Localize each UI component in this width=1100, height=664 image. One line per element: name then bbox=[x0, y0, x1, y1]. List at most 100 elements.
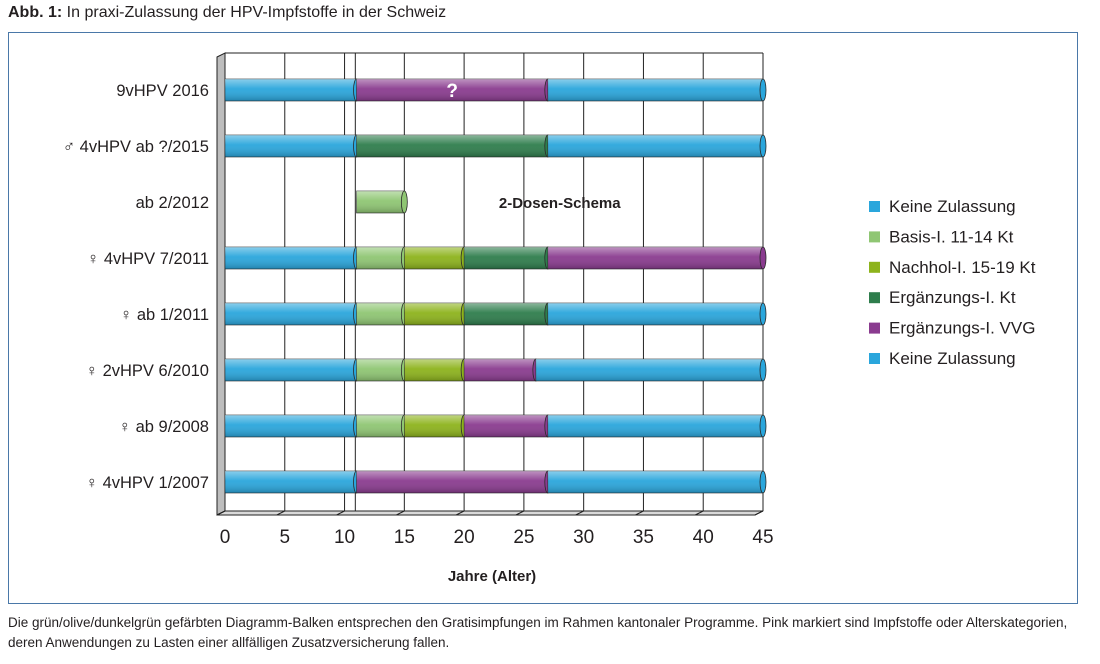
x-tick-label: 10 bbox=[334, 527, 355, 548]
bar-segment-shade bbox=[356, 191, 405, 213]
legend-item: Nachhol-I. 15-19 Kt bbox=[869, 258, 1036, 277]
figure-caption: Die grün/olive/dunkelgrün gefärbten Diag… bbox=[8, 615, 1068, 650]
bar-segment-shade bbox=[356, 135, 548, 157]
bar-segment-shade bbox=[225, 79, 357, 101]
y-tick-label: ♀ ab 1/2011 bbox=[120, 306, 209, 324]
bar-segment-shade bbox=[464, 247, 548, 269]
bar-segment-shade bbox=[225, 415, 357, 437]
legend-swatch bbox=[869, 322, 880, 334]
bar-segment-shade bbox=[225, 303, 357, 325]
bar-row bbox=[224, 358, 767, 382]
bar-cap bbox=[759, 358, 767, 382]
x-tick-label: 0 bbox=[220, 527, 231, 548]
bar-segment-shade bbox=[225, 247, 357, 269]
bar-cap bbox=[759, 246, 767, 270]
legend-swatch bbox=[869, 231, 880, 243]
plot-floor bbox=[216, 510, 764, 516]
legend-swatch bbox=[869, 292, 880, 304]
bar-row bbox=[224, 302, 767, 326]
bar-data-label: ? bbox=[446, 81, 458, 102]
y-tick-label: ♀ 2vHPV 6/2010 bbox=[86, 362, 209, 380]
legend-item: Basis-I. 11-14 Kt bbox=[869, 227, 1014, 246]
bar-segment-shade bbox=[547, 415, 763, 437]
bar-segment-shade bbox=[547, 247, 763, 269]
y-tick-label: ♂ 4vHPV ab ?/2015 bbox=[63, 138, 209, 156]
y-tick-label: 9vHPV 2016 bbox=[116, 82, 209, 100]
bar-cap bbox=[759, 78, 767, 102]
bar-segment-shade bbox=[547, 471, 763, 493]
bar-cap bbox=[400, 190, 408, 214]
gridline-floor bbox=[396, 510, 405, 516]
x-tick-label: 20 bbox=[454, 527, 475, 548]
legend-label: Ergänzungs-I. VVG bbox=[889, 319, 1035, 338]
figure-title: Abb. 1: In praxi-Zulassung der HPV-Impfs… bbox=[8, 4, 446, 22]
x-tick-label: 30 bbox=[573, 527, 594, 548]
bar-segment-shade bbox=[547, 135, 763, 157]
legend-item: Ergänzungs-I. VVG bbox=[869, 319, 1035, 338]
gridline-floor bbox=[216, 510, 226, 516]
bar-segment-shade bbox=[404, 359, 465, 381]
gridline-floor bbox=[694, 510, 704, 516]
bar-cap bbox=[759, 414, 767, 438]
legend-item: Keine Zulassung bbox=[869, 197, 1016, 216]
gridline-floor bbox=[336, 510, 345, 516]
bar-segment-shade bbox=[225, 359, 357, 381]
gridline-floor bbox=[455, 510, 465, 516]
figure-label: Abb. 1: bbox=[8, 4, 63, 21]
legend-label: Keine Zulassung bbox=[889, 349, 1016, 368]
bar-row bbox=[224, 414, 767, 438]
figure-title-text: In praxi-Zulassung der HPV-Impfstoffe in… bbox=[66, 4, 447, 21]
bar-segment-shade bbox=[535, 359, 763, 381]
legend-label: Basis-I. 11-14 Kt bbox=[889, 227, 1014, 246]
legend-label: Ergänzungs-I. Kt bbox=[889, 288, 1016, 307]
gridline-floor bbox=[754, 510, 764, 516]
legend-swatch bbox=[869, 353, 880, 364]
x-tick-label: 5 bbox=[279, 527, 290, 548]
bar-segment-shade bbox=[547, 303, 763, 325]
bar-segment-shade bbox=[356, 471, 548, 493]
x-tick-label: 35 bbox=[633, 527, 654, 548]
legend-item: Keine Zulassung bbox=[869, 349, 1016, 368]
bar-segment-shade bbox=[404, 415, 465, 437]
bar-segment-shade bbox=[464, 415, 548, 437]
bar-annotation: 2-Dosen-Schema bbox=[499, 195, 621, 212]
bar-segment-shade bbox=[356, 79, 548, 101]
bar-row: ? bbox=[224, 78, 767, 102]
bar-segment-shade bbox=[356, 303, 405, 325]
bar-chart: ? 2-Dosen-Schema 9vHPV 2016 ♂ 4vHPV ab ?/2… bbox=[63, 45, 1036, 585]
bar-segment-shade bbox=[464, 359, 536, 381]
bar-row: 2-Dosen-Schema bbox=[356, 190, 621, 214]
plot-area bbox=[225, 45, 771, 511]
bar-segment-shade bbox=[225, 135, 357, 157]
x-tick-label: 15 bbox=[394, 527, 415, 548]
legend-swatch bbox=[869, 201, 880, 212]
bar-segment-shade bbox=[464, 303, 548, 325]
y-tick-label: ♀ ab 9/2008 bbox=[119, 418, 209, 436]
gridline-floor bbox=[515, 510, 525, 516]
legend-swatch bbox=[869, 261, 880, 273]
bar-cap bbox=[759, 134, 767, 158]
y-tick-label: ab 2/2012 bbox=[136, 194, 209, 212]
x-tick-label: 45 bbox=[752, 527, 773, 548]
plot-side-wall bbox=[216, 52, 226, 516]
y-tick-label: ♀ 4vHPV 1/2007 bbox=[86, 474, 209, 492]
y-tick-label: ♀ 4vHPV 7/2011 bbox=[87, 250, 209, 268]
chart-frame: ? 2-Dosen-Schema 9vHPV 2016 ♂ 4vHPV ab ?/2… bbox=[8, 32, 1078, 604]
bar-segment-shade bbox=[356, 247, 405, 269]
bar-segment-shade bbox=[404, 303, 465, 325]
gridline-floor bbox=[635, 510, 644, 516]
bar-row bbox=[224, 134, 767, 158]
bar-segment-shade bbox=[547, 79, 763, 101]
bar-row bbox=[224, 470, 767, 494]
bar-segment-shade bbox=[356, 415, 405, 437]
bar-cap bbox=[759, 470, 767, 494]
bar-segment-shade bbox=[404, 247, 465, 269]
legend-label: Keine Zulassung bbox=[889, 197, 1016, 216]
legend-label: Nachhol-I. 15-19 Kt bbox=[889, 258, 1036, 277]
bar-cap bbox=[759, 302, 767, 326]
bar-row bbox=[224, 246, 767, 270]
bar-segment-shade bbox=[356, 359, 405, 381]
legend-item: Ergänzungs-I. Kt bbox=[869, 288, 1016, 307]
x-tick-label: 25 bbox=[513, 527, 534, 548]
x-axis-label: Jahre (Alter) bbox=[448, 568, 536, 585]
